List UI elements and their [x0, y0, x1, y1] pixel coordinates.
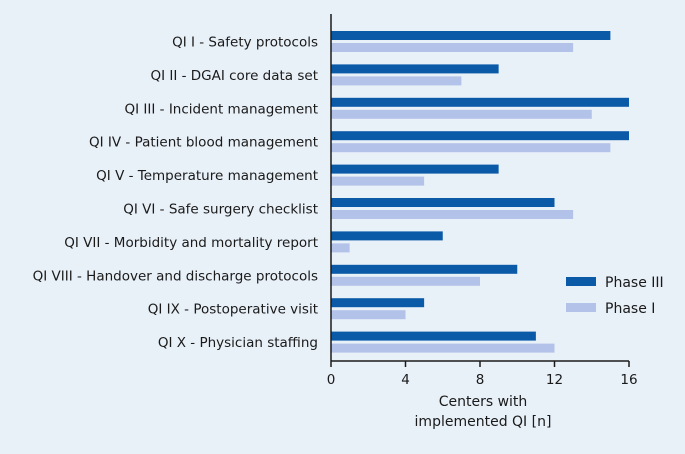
- legend-label: Phase III: [605, 275, 664, 291]
- category-label: QI II - DGAI core data set: [150, 68, 318, 84]
- bar-phase-iii: [331, 97, 629, 107]
- x-tick-label: 16: [620, 372, 637, 388]
- bar-phase-iii: [331, 264, 518, 274]
- bar-phase-i: [331, 276, 480, 286]
- x-tick-label: 0: [327, 372, 336, 388]
- bar-phase-i: [331, 210, 574, 219]
- bar-phase-i: [331, 176, 425, 186]
- bar-phase-iii: [331, 164, 499, 174]
- x-ticks: 0 4 8 12 16: [327, 361, 638, 388]
- category-label: QI IV - Patient blood management: [89, 135, 318, 151]
- bar-phase-iii: [331, 64, 499, 74]
- bar-phase-i: [331, 76, 462, 86]
- bar-phase-iii: [331, 31, 611, 40]
- category-label: QI III - Incident management: [125, 101, 318, 117]
- bar-phase-iii: [331, 198, 555, 207]
- bars: [331, 31, 629, 353]
- legend-swatch-phase-iii: [566, 277, 596, 286]
- bar-phase-iii: [331, 298, 425, 308]
- category-label: QI X - Physician staffing: [158, 335, 318, 351]
- bar-phase-iii: [331, 131, 629, 141]
- x-tick-label: 8: [476, 372, 485, 388]
- bar-phase-i: [331, 43, 574, 52]
- bar-phase-i: [331, 243, 350, 253]
- category-labels: QI I - Safety protocols QI II - DGAI core…: [33, 35, 318, 352]
- category-label: QI VI - Safe surgery checklist: [123, 202, 318, 218]
- bar-phase-i: [331, 143, 611, 153]
- category-label: QI VIII - Handover and discharge protoco…: [33, 268, 318, 284]
- bar-phase-iii: [331, 331, 536, 341]
- category-label: QI IX - Postoperative visit: [148, 302, 318, 318]
- legend-label: Phase I: [605, 301, 655, 317]
- category-label: QI VII - Morbidity and mortality report: [64, 235, 318, 251]
- x-axis-title-line2: implemented QI [n]: [415, 414, 552, 430]
- bar-phase-i: [331, 109, 592, 119]
- bar-phase-iii: [331, 231, 443, 241]
- bar-phase-i: [331, 343, 555, 353]
- legend-swatch-phase-i: [566, 303, 596, 312]
- legend: Phase III Phase I: [566, 275, 664, 317]
- category-label: QI V - Temperature management: [96, 168, 318, 184]
- x-tick-label: 12: [546, 372, 563, 388]
- category-label: QI I - Safety protocols: [172, 35, 318, 51]
- x-tick-label: 4: [401, 372, 410, 388]
- x-axis-title-line1: Centers with: [439, 394, 528, 410]
- bar-phase-i: [331, 310, 406, 320]
